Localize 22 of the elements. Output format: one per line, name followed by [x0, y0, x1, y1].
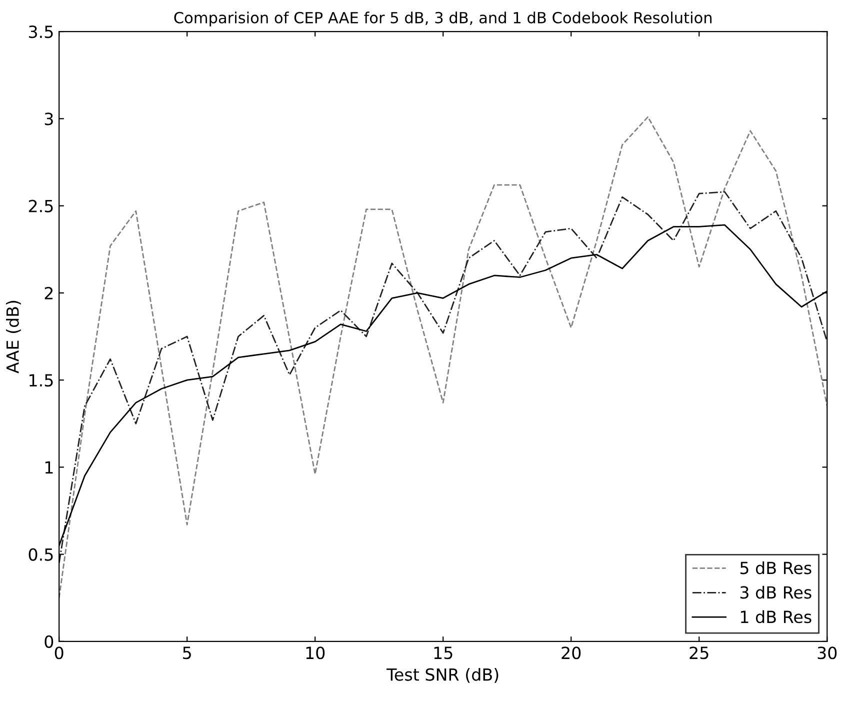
x-tick-label: 10 — [306, 646, 325, 660]
x-tick-label: 5 — [183, 646, 191, 660]
y-tick-label: 1.5 — [30, 374, 53, 387]
line-series — [59, 116, 828, 599]
legend-label: 3 dB Res — [740, 586, 812, 599]
y-tick-label: 0 — [44, 635, 54, 648]
legend-label: 1 dB Res — [740, 610, 812, 624]
y-tick-label: 2.5 — [28, 200, 53, 212]
x-tick-label: 25 — [690, 646, 708, 660]
y-axis-title: AAE (dB) — [6, 300, 21, 374]
y-tick-label: 2 — [44, 286, 53, 300]
x-tick-label: 0 — [54, 646, 64, 660]
x-tick-label: 20 — [562, 646, 581, 660]
y-tick-label: 1 — [45, 461, 53, 474]
x-axis-title: Test SNR (dB) — [386, 668, 498, 683]
legend-label: 5 dB Res — [740, 561, 812, 574]
y-tick-label: 0.5 — [28, 548, 53, 561]
y-tick-label: 3.5 — [28, 26, 53, 38]
x-tick-label: 15 — [434, 646, 452, 660]
x-tick-label: 30 — [818, 646, 837, 660]
chart-title: Comparision of CEP AAE for 5 dB, 3 dB, and 1 dB Codebook Resolution — [174, 12, 712, 26]
y-tick-label: 3 — [44, 112, 53, 126]
